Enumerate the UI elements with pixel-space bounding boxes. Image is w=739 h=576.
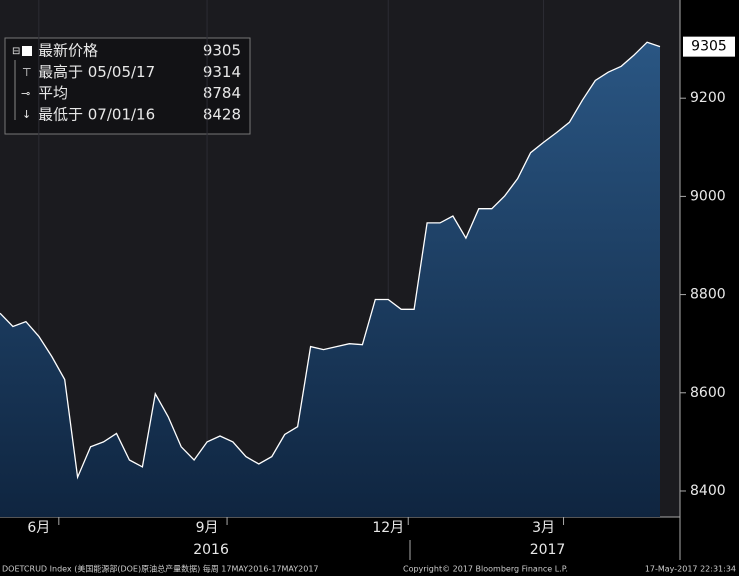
last-value-label: 9305 [691,39,727,55]
legend-label: 最高于 05/05/17 [38,63,155,81]
last-value-box [683,36,735,57]
legend-label: 平均 [38,84,68,102]
y-tick-label: 9000 [690,188,726,204]
y-tick-label: 9200 [690,90,726,106]
legend-label: 最新价格 [38,42,98,60]
x-tick-label: 6月 [27,520,50,536]
line [0,41,661,480]
x-tick-label: 9月 [196,520,219,536]
y-tick-label: 8600 [690,385,726,401]
legend-icon: ⊤ [22,66,32,79]
axis-background [680,0,739,576]
area [0,42,660,517]
x-tick-label: 3月 [532,520,555,536]
footer-text: 17-May-2017 22:31:34 [645,565,736,574]
legend-label: 最低于 07/01/16 [38,105,155,123]
x-group-label: 2017 [530,542,566,558]
x-tick-label: 12月 [372,520,404,536]
legend-value: 9314 [203,63,241,81]
legend-icon: ⊸ [21,87,30,100]
legend-icon: ⊟ [12,46,20,57]
legend-value: 8428 [203,105,241,123]
footer-text: DOETCRUD Index (美国能源部(DOE)原油总产量数据) 每周 17… [2,564,319,574]
legend-box [4,37,251,135]
legend-value: 8784 [203,84,241,102]
legend-icon [22,46,32,56]
legend-value: 9305 [203,42,241,60]
y-tick-label: 8800 [690,287,726,303]
footer-text: Copyright© 2017 Bloomberg Finance L.P. [403,565,568,574]
legend: ⊟ ⊤ ⊸ ↓ 最新价格 9305 最高于 05/05/17 9314 平均 8784 最低… [4,37,251,135]
legend-icon: ↓ [22,108,31,121]
y-tick-label: 8400 [690,483,726,499]
x-group-label: 2016 [193,542,229,558]
